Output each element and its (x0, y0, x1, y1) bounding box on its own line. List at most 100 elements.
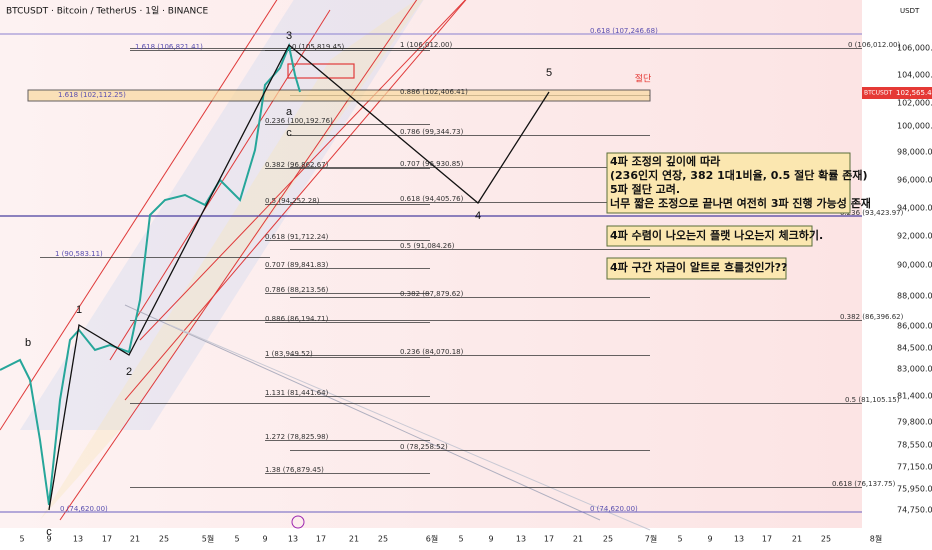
time-label: 5월 (202, 534, 214, 544)
price-label: 88,000.00 (897, 292, 932, 301)
price-label: 78,550.00 (897, 441, 932, 450)
note-line: 4파 조정의 깊이에 따라 (610, 154, 721, 168)
time-label: 13 (516, 535, 526, 544)
fib-label: 0.618 (91,712.24) (265, 233, 329, 241)
fib-label: 1.618 (102,112.25) (58, 91, 126, 99)
note-box (606, 152, 851, 214)
wave-label: 4 (475, 210, 481, 222)
fib-label: 0.886 (102,406.41) (400, 88, 468, 96)
time-axis-bg (0, 528, 862, 550)
fib-label: 1 (90,583.11) (55, 250, 103, 258)
target-box (287, 63, 355, 79)
price-sketch (0, 42, 301, 506)
time-label: 5 (19, 535, 24, 544)
time-label: 25 (603, 535, 613, 544)
time-label: 6월 (426, 534, 438, 544)
time-label: 5 (458, 535, 463, 544)
price-label: 98,000.00 (897, 148, 932, 157)
price-tag (862, 87, 932, 99)
note-box (606, 225, 813, 247)
price-label: 90,000.00 (897, 261, 932, 270)
wave-label: a (286, 106, 293, 118)
time-label: 13 (73, 535, 83, 544)
fib-label: 0.236 (84,070.18) (400, 348, 464, 356)
time-label: 17 (316, 535, 326, 544)
time-label: 8월 (870, 534, 882, 544)
fib-label: 1 (106,012.00) (400, 41, 452, 49)
fib-label: 1.38 (76,879.45) (265, 466, 324, 474)
fib-label: 0.786 (99,344.73) (400, 128, 464, 136)
fib-label: 1.131 (81,441.64) (265, 389, 329, 397)
price-label: 92,000.00 (897, 232, 932, 241)
fib-label: 0.5 (94,252.28) (265, 197, 320, 205)
price-label: 100,000.00 (897, 122, 932, 131)
fib-label: 0.5 (81,105.15) (845, 396, 900, 404)
time-label: 9 (262, 535, 267, 544)
fib-label: 0.382 (87,879.62) (400, 290, 464, 298)
wave-label: 5 (546, 67, 552, 79)
price-label: 96,000.00 (897, 176, 932, 185)
note-line: (236인지 연장, 382 1대1비율, 0.5 절단 확률 존재) (610, 168, 868, 182)
wave-label: 3 (286, 30, 292, 42)
time-label: 25 (378, 535, 388, 544)
trend-line (169, 324, 651, 531)
fib-label: 1.272 (78,825.98) (265, 433, 329, 441)
channel-fill (20, 0, 424, 430)
price-label: 94,000.00 (897, 204, 932, 213)
price-label: 86,000.00 (897, 322, 932, 331)
trend-line (124, 304, 601, 521)
wave-label: c (286, 127, 292, 139)
time-label: 17 (762, 535, 772, 544)
time-label: 21 (130, 535, 140, 544)
time-label: 25 (159, 535, 169, 544)
fib-label: 0 (78,258.52) (400, 443, 448, 451)
event-icon (291, 515, 305, 529)
price-label: 79,800.00 (897, 418, 932, 427)
wave-path (48, 43, 550, 511)
wave-label: c (46, 526, 52, 538)
time-label: 17 (102, 535, 112, 544)
time-label: 17 (544, 535, 554, 544)
fib-label: 0 (74,620.00) (60, 505, 108, 513)
wave-label: b (25, 337, 31, 349)
fib-label: 0.707 (89,841.83) (265, 261, 329, 269)
time-label: 5 (234, 535, 239, 544)
time-label: 25 (821, 535, 831, 544)
price-label: 74,750.00 (897, 506, 932, 515)
price-label: 102,000.00 (897, 99, 932, 108)
fib-levels (40, 48, 862, 488)
symbol-title: BTCUSDT · Bitcoin / TetherUS · 1일 · BINA… (6, 6, 209, 17)
price-label: 104,000.00 (897, 71, 932, 80)
cut-label: 절단 (635, 73, 652, 85)
fib-label: 0.236 (93,423.97) (840, 209, 904, 217)
fib-label: 0.886 (86,194.71) (265, 315, 329, 323)
fib-label: 0 (106,012.00) (848, 41, 900, 49)
currency: USDT (900, 7, 920, 15)
wave-label: 1 (76, 304, 82, 316)
price-label: 83,000.00 (897, 365, 932, 374)
time-label: 5 (677, 535, 682, 544)
time-label: 9 (707, 535, 712, 544)
note-line: 너무 짧은 조정으로 끝나면 여전히 3파 진행 가능성 존재 (610, 196, 871, 210)
time-label: 13 (734, 535, 744, 544)
resistance-zone (27, 89, 651, 102)
fib-label: 0.618 (76,137.75) (832, 480, 896, 488)
price-label: 84,500.00 (897, 344, 932, 353)
fib-label: 0.707 (96,930.85) (400, 160, 464, 168)
fib-label: 1 (83,949.52) (265, 350, 313, 358)
fib-label: 0.618 (107,246.68) (590, 27, 658, 35)
time-label: 9 (46, 535, 51, 544)
time-label: 13 (288, 535, 298, 544)
fib-label: 0.786 (88,213.56) (265, 286, 329, 294)
time-label: 21 (792, 535, 802, 544)
note-box (606, 257, 787, 280)
fib-label: 0.236 (100,192.76) (265, 117, 333, 125)
note-line: 5파 절단 고려. (610, 182, 680, 196)
price-label: 81,400.00 (897, 392, 932, 401)
note-line: 4파 수렴이 나오는지 플랫 나오는지 체크하기. (610, 228, 823, 242)
fib-label: 0 (74,620.00) (590, 505, 638, 513)
price-label: 106,000.00 (897, 44, 932, 53)
fib-label: 0.5 (91,084.26) (400, 242, 455, 250)
note-line: 4파 구간 자금이 알트로 흐를것인가?? (610, 260, 787, 274)
